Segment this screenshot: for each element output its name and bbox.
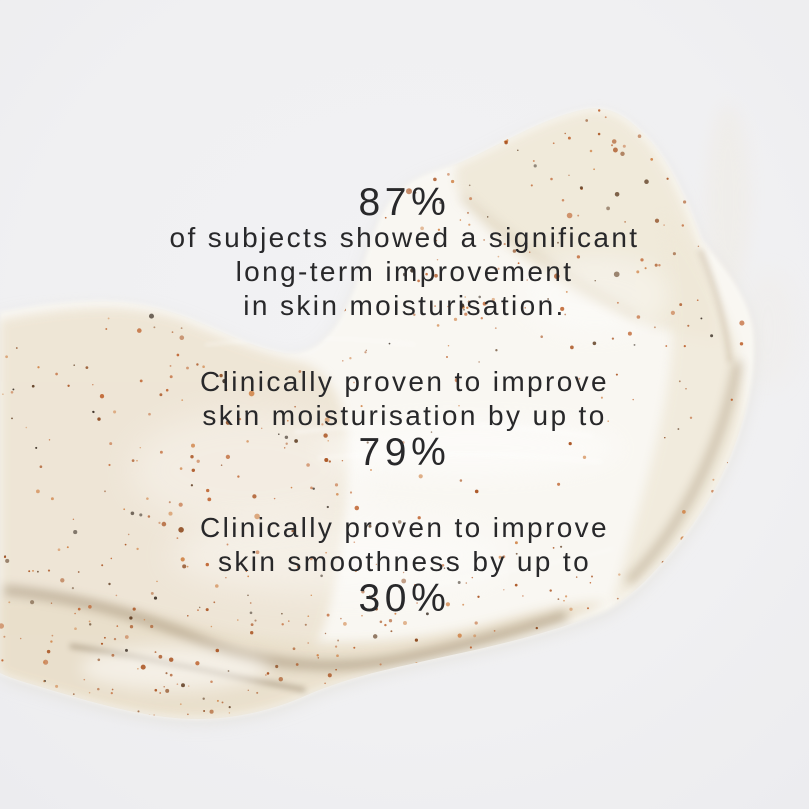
stat-line: of subjects showed a significant [169, 222, 640, 253]
stat-line: Clinically proven to improve [200, 366, 609, 397]
stat-block-moisturisation-subjects: 87% of subjects showed a significant lon… [0, 181, 809, 323]
stat-value: 79% [358, 431, 451, 474]
stat-block-smoothness-improvement: Clinically proven to improve skin smooth… [0, 511, 809, 619]
stat-line: long-term improvement [235, 256, 574, 287]
claims-overlay: 87% of subjects showed a significant lon… [0, 181, 809, 619]
stat-value: 87% [358, 181, 451, 224]
smear-texture-layers [0, 110, 743, 719]
stat-line: in skin moisturisation. [243, 290, 566, 321]
stat-line: skin moisturisation by up to [202, 400, 607, 431]
stat-line: Clinically proven to improve [200, 512, 609, 543]
faint-smudge [706, 105, 750, 295]
stat-block-moisturisation-improvement: Clinically proven to improve skin moistu… [0, 365, 809, 473]
stat-value: 30% [358, 577, 451, 620]
stat-line: skin smoothness by up to [217, 546, 592, 577]
